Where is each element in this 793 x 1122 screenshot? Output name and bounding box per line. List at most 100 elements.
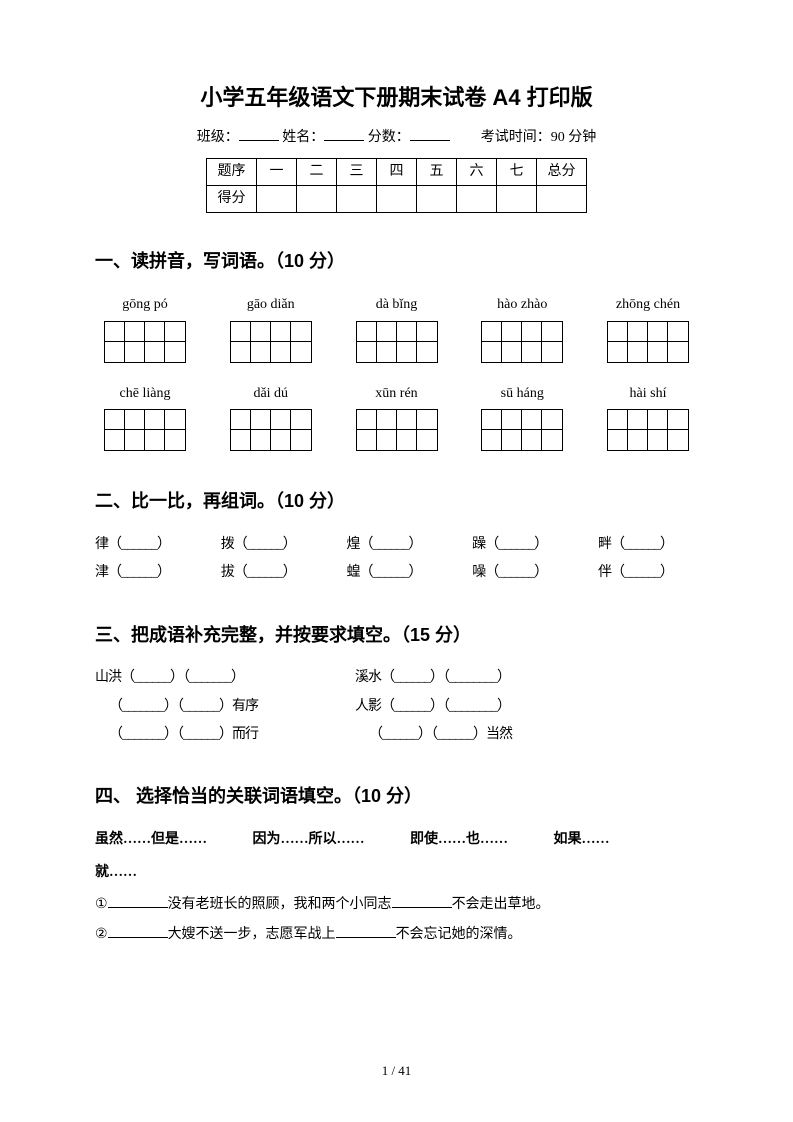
td-blank[interactable] [337, 185, 377, 212]
pinyin: hài shí [598, 383, 698, 405]
section-4: 四、 选择恰当的关联词语填空。（10 分） 虽然……但是…… 因为……所以…… … [95, 782, 698, 946]
boxes-row-2 [95, 409, 698, 451]
q2-item[interactable]: 津（______） [95, 562, 195, 584]
td-blank[interactable] [497, 185, 537, 212]
pinyin: dà bǐng [347, 294, 447, 316]
opt: 虽然……但是…… [95, 832, 207, 847]
th: 三 [337, 158, 377, 185]
pinyin-row-1: gōng pó gāo diǎn dà bǐng hào zhào zhōng … [95, 294, 698, 316]
q3-right[interactable]: 溪水（______）（________） [355, 667, 510, 689]
name-blank[interactable] [324, 127, 364, 141]
char-grid[interactable] [230, 321, 312, 363]
text: 没有老班长的照顾，我和两个小同志 [168, 897, 392, 912]
q4-options: 虽然……但是…… 因为……所以…… 即使……也…… 如果…… [95, 829, 698, 851]
q3-row: （_______）（______）而行 （______）（______）当然 [95, 724, 698, 746]
char-grid[interactable] [356, 321, 438, 363]
q2-item[interactable]: 躁（______） [472, 534, 572, 556]
q3-left[interactable]: （_______）（______）而行 [95, 724, 355, 746]
th: 一 [257, 158, 297, 185]
opt: 即使……也…… [410, 832, 508, 847]
text: 大嫂不送一步，志愿军战上 [168, 927, 336, 942]
pinyin: zhōng chén [598, 294, 698, 316]
section-1: 一、读拼音，写词语。（10 分） gōng pó gāo diǎn dà bǐn… [95, 247, 698, 451]
q4-line-2: ② 大嫂不送一步，志愿军战上 不会忘记她的深情。 [95, 924, 698, 946]
pinyin: dǎi dú [221, 383, 321, 405]
td-blank[interactable] [537, 185, 587, 212]
section-2: 二、比一比，再组词。（10 分） 律（______） 拨（______） 煌（_… [95, 487, 698, 585]
td-blank[interactable] [377, 185, 417, 212]
qnum: ② [95, 927, 108, 942]
pinyin: gōng pó [95, 294, 195, 316]
char-grid[interactable] [230, 409, 312, 451]
char-grid[interactable] [356, 409, 438, 451]
pinyin: hào zhào [472, 294, 572, 316]
pinyin: gāo diǎn [221, 294, 321, 316]
q3-left[interactable]: （_______）（______）有序 [95, 696, 355, 718]
time-label: 考试时间：90 分钟 [481, 130, 597, 145]
pinyin: xūn rén [347, 383, 447, 405]
q4-line-1: ① 没有老班长的照顾，我和两个小同志 不会走出草地。 [95, 894, 698, 916]
td-blank[interactable] [297, 185, 337, 212]
th: 题序 [207, 158, 257, 185]
name-label: 姓名： [282, 130, 324, 145]
meta-row: 班级： 姓名： 分数： 考试时间：90 分钟 [95, 127, 698, 149]
pinyin: sū háng [472, 383, 572, 405]
q3-right[interactable]: （______）（______）当然 [355, 724, 512, 746]
blank[interactable] [392, 894, 452, 908]
q3-row: 山洪（______）（_______） 溪水（______）（________） [95, 667, 698, 689]
char-grid[interactable] [104, 321, 186, 363]
q3-left[interactable]: 山洪（______）（_______） [95, 667, 355, 689]
class-blank[interactable] [239, 127, 279, 141]
q2-row-2: 津（______） 拔（______） 蝗（______） 噪（______） … [95, 562, 698, 584]
section-3: 三、把成语补充完整，并按要求填空。（15 分） 山洪（______）（_____… [95, 621, 698, 747]
q3-right[interactable]: 人影（______）（________） [355, 696, 510, 718]
q2-item[interactable]: 噪（______） [472, 562, 572, 584]
th: 总分 [537, 158, 587, 185]
boxes-row-1 [95, 321, 698, 363]
score-table: 题序 一 二 三 四 五 六 七 总分 得分 [206, 158, 587, 214]
char-grid[interactable] [607, 321, 689, 363]
text: 不会走出草地。 [452, 897, 550, 912]
td-blank[interactable] [417, 185, 457, 212]
q2-item[interactable]: 拔（______） [221, 562, 321, 584]
char-grid[interactable] [607, 409, 689, 451]
th: 四 [377, 158, 417, 185]
page-title: 小学五年级语文下册期末试卷 A4 打印版 [95, 80, 698, 115]
char-grid[interactable] [481, 321, 563, 363]
section-2-heading: 二、比一比，再组词。（10 分） [95, 487, 698, 516]
pinyin-row-2: chē liàng dǎi dú xūn rén sū háng hài shí [95, 383, 698, 405]
q2-item[interactable]: 律（______） [95, 534, 195, 556]
td-blank[interactable] [457, 185, 497, 212]
td-label: 得分 [207, 185, 257, 212]
opt: 如果…… [554, 832, 610, 847]
char-grid[interactable] [481, 409, 563, 451]
score-blank[interactable] [410, 127, 450, 141]
opt: 因为……所以…… [253, 832, 365, 847]
score-label: 分数： [368, 130, 410, 145]
page-number: 1 / 41 [0, 1061, 793, 1082]
blank[interactable] [108, 924, 168, 938]
q3-row: （_______）（______）有序 人影（______）（________） [95, 696, 698, 718]
q2-row-1: 律（______） 拨（______） 煌（______） 躁（______） … [95, 534, 698, 556]
blank[interactable] [336, 924, 396, 938]
q2-item[interactable]: 煌（______） [347, 534, 447, 556]
th: 七 [497, 158, 537, 185]
text: 不会忘记她的深情。 [396, 927, 522, 942]
blank[interactable] [108, 894, 168, 908]
q2-item[interactable]: 蝗（______） [347, 562, 447, 584]
th: 二 [297, 158, 337, 185]
q2-item[interactable]: 畔（______） [598, 534, 698, 556]
q4-options-line2: 就…… [95, 862, 698, 884]
q2-item[interactable]: 伴（______） [598, 562, 698, 584]
td-blank[interactable] [257, 185, 297, 212]
q2-item[interactable]: 拨（______） [221, 534, 321, 556]
class-label: 班级： [197, 130, 239, 145]
qnum: ① [95, 897, 108, 912]
th: 五 [417, 158, 457, 185]
section-3-heading: 三、把成语补充完整，并按要求填空。（15 分） [95, 621, 698, 650]
opt: 就…… [95, 865, 137, 880]
th: 六 [457, 158, 497, 185]
section-4-heading: 四、 选择恰当的关联词语填空。（10 分） [95, 782, 698, 811]
char-grid[interactable] [104, 409, 186, 451]
pinyin: chē liàng [95, 383, 195, 405]
